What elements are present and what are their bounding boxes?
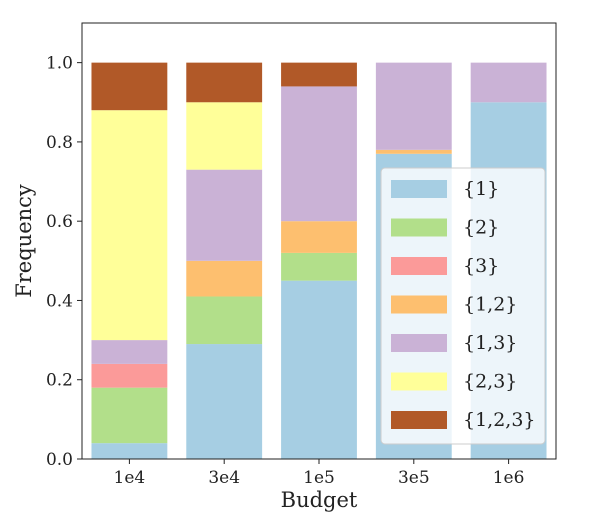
x-tick-label: 3e5 (398, 468, 430, 488)
x-tick-label: 1e4 (114, 468, 146, 488)
x-tick-label: 1e6 (493, 468, 525, 488)
bar-segment-3e4-series-3 (186, 260, 263, 297)
bar-segment-1e6-series-4 (470, 62, 547, 103)
legend-swatch (391, 334, 447, 352)
legend-swatch (391, 411, 447, 429)
y-tick-label: 0.8 (46, 133, 73, 153)
bar-segment-1e4-series-6 (91, 62, 168, 111)
y-tick-label: 0.4 (46, 291, 73, 311)
y-tick-label: 0.0 (46, 450, 73, 470)
legend-entry-label: {1,2} (463, 294, 517, 316)
legend-entry-label: {2} (463, 217, 499, 239)
bar-segment-1e4-series-4 (91, 340, 168, 364)
legend-swatch (391, 295, 447, 314)
legend-entry-label: {1} (463, 178, 499, 200)
x-tick-label: 3e4 (208, 468, 240, 488)
legend-swatch (391, 257, 447, 275)
bar-segment-3e5-series-4 (375, 62, 452, 150)
bar-segment-1e5-series-1 (281, 252, 357, 281)
legend-entry-label: {2,3} (463, 371, 517, 393)
y-tick-label: 0.2 (46, 371, 73, 391)
bar-segment-1e5-series-4 (281, 86, 357, 222)
legend-swatch (391, 372, 447, 391)
bar-segment-1e5-series-0 (281, 280, 357, 459)
bar-segment-3e4-series-4 (186, 169, 263, 261)
x-tick-label: 1e5 (303, 468, 335, 488)
y-tick-label: 0.6 (46, 212, 73, 232)
bar-segment-1e4-series-1 (91, 387, 168, 444)
legend-swatch (391, 218, 447, 237)
bar-segment-3e4-series-1 (186, 296, 263, 345)
legend-entry-label: {3} (463, 255, 499, 277)
y-tick-label: 1.0 (46, 54, 73, 74)
x-axis-label: Budget (281, 488, 358, 512)
legend: {1} {2} {3} {1,2} {1,3} {2,3} {1,2,3} (380, 167, 546, 445)
legend-swatch (391, 180, 447, 198)
bar-segment-1e5-series-3 (281, 221, 357, 253)
y-axis-label: Frequency (12, 184, 36, 298)
legend-entry-label: {1,3} (463, 332, 517, 354)
bar-segment-3e4-series-0 (186, 344, 263, 459)
bar-segment-1e4-series-5 (91, 110, 168, 341)
y-axis-ticks: 0.0 0.2 0.4 0.6 0.8 1.0 (46, 54, 82, 470)
x-axis-ticks: 1e4 3e4 1e5 3e5 1e6 (114, 459, 525, 488)
bar-segment-1e4-series-0 (91, 443, 168, 459)
bar-segment-3e4-series-6 (186, 62, 263, 103)
bar-segment-1e4-series-2 (91, 363, 168, 388)
bar-segment-1e5-series-6 (281, 62, 357, 87)
bar-segment-3e4-series-5 (186, 102, 263, 170)
bar-segment-3e5-series-3 (375, 149, 452, 154)
legend-entry-label: {1,2,3} (463, 409, 536, 431)
